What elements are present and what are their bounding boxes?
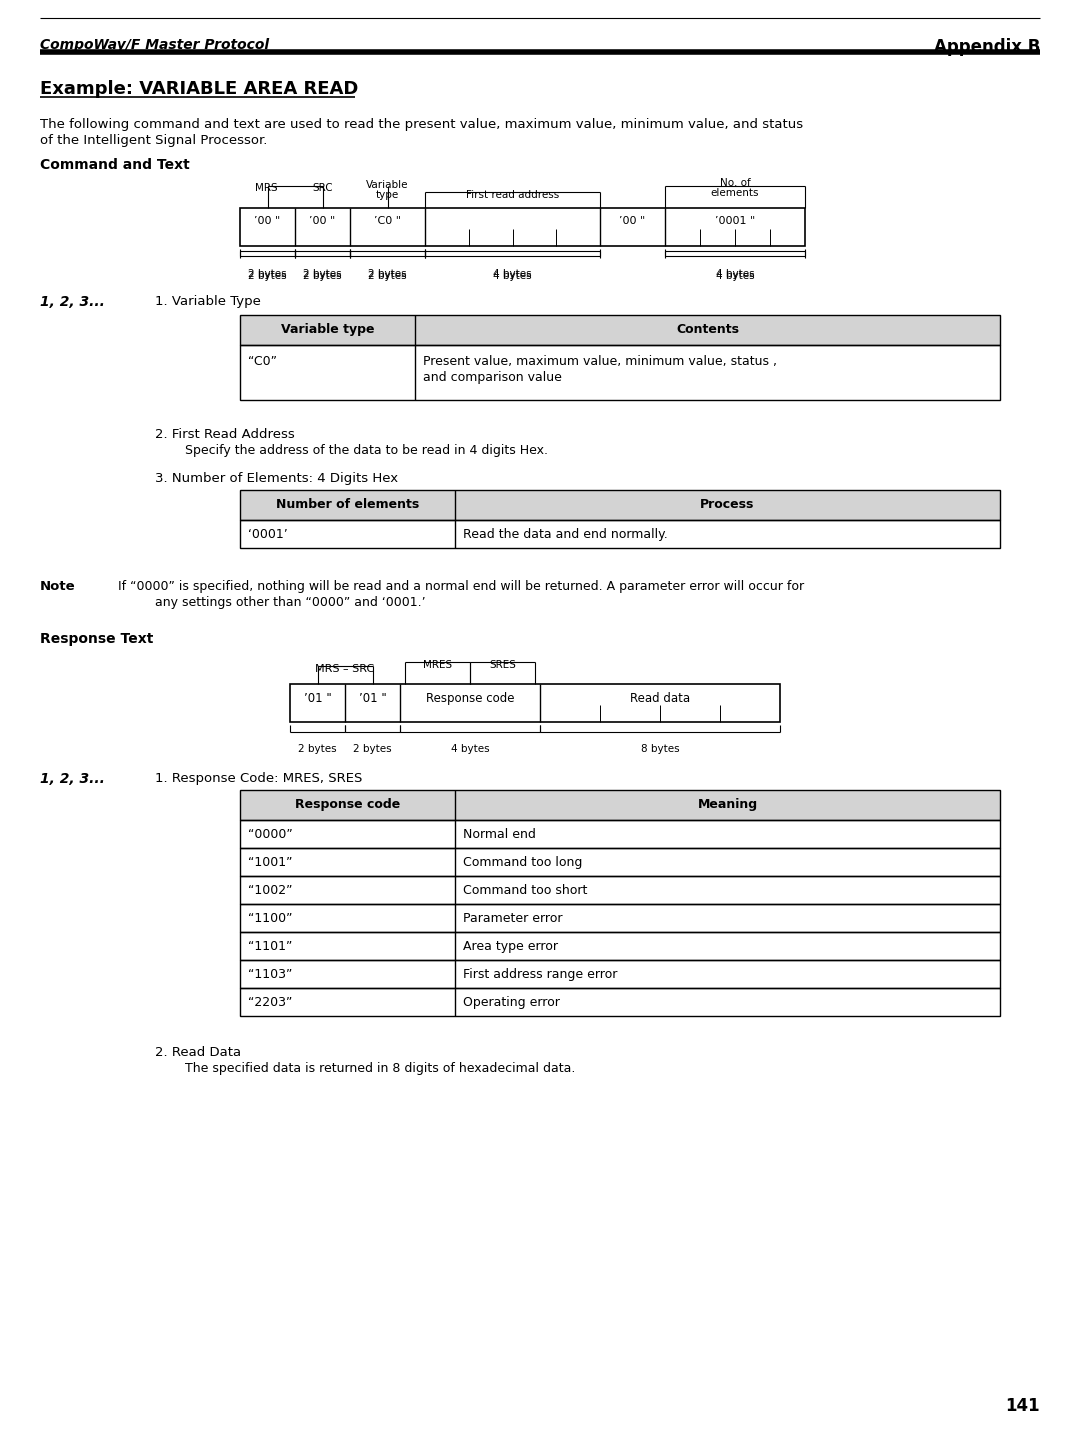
- Text: any settings other than “0000” and ‘0001.’: any settings other than “0000” and ‘0001…: [156, 596, 426, 608]
- Bar: [291, 684, 780, 722]
- Text: 8 bytes: 8 bytes: [640, 743, 679, 753]
- Bar: [240, 960, 1000, 989]
- Text: Parameter error: Parameter error: [463, 913, 563, 926]
- Text: First read address: First read address: [465, 189, 559, 199]
- Text: “C0”: “C0”: [248, 354, 276, 367]
- Text: 3. Number of Elements: 4 Digits Hex: 3. Number of Elements: 4 Digits Hex: [156, 472, 399, 485]
- Text: Read the data and end normally.: Read the data and end normally.: [463, 528, 667, 541]
- Bar: [240, 208, 805, 245]
- Text: Process: Process: [700, 498, 755, 511]
- Bar: [240, 989, 1000, 1016]
- Text: Meaning: Meaning: [698, 798, 757, 811]
- Text: Present value, maximum value, minimum value, status ,: Present value, maximum value, minimum va…: [423, 354, 777, 367]
- Text: 2 bytes: 2 bytes: [303, 268, 341, 278]
- Text: Command too short: Command too short: [463, 884, 588, 897]
- Text: 4 bytes: 4 bytes: [450, 743, 489, 753]
- Text: “0000”: “0000”: [248, 828, 293, 841]
- Bar: [240, 791, 1000, 819]
- Bar: [240, 519, 1000, 548]
- Text: “1002”: “1002”: [248, 884, 293, 897]
- Text: Contents: Contents: [676, 323, 739, 336]
- Text: Specify the address of the data to be read in 4 digits Hex.: Specify the address of the data to be re…: [185, 443, 548, 456]
- Text: MRES: MRES: [423, 660, 453, 670]
- Text: Command too long: Command too long: [463, 857, 582, 870]
- Text: MRS – SRC: MRS – SRC: [315, 664, 375, 674]
- Text: elements: elements: [711, 188, 759, 198]
- Text: SRES: SRES: [489, 660, 516, 670]
- Text: Variable type: Variable type: [281, 323, 375, 336]
- Text: Example: VARIABLE AREA READ: Example: VARIABLE AREA READ: [40, 80, 359, 98]
- Text: ’01 ": ’01 ": [359, 692, 387, 705]
- Text: Response Text: Response Text: [40, 631, 153, 646]
- Text: 4 bytes: 4 bytes: [716, 268, 754, 278]
- Text: ’01 ": ’01 ": [303, 692, 332, 705]
- Text: Normal end: Normal end: [463, 828, 536, 841]
- Text: ’00 ": ’00 ": [619, 217, 646, 225]
- Text: Read data: Read data: [630, 692, 690, 705]
- Text: 2 bytes: 2 bytes: [353, 743, 392, 753]
- Text: 2 bytes: 2 bytes: [368, 271, 407, 281]
- Text: 2 bytes: 2 bytes: [248, 268, 287, 278]
- Text: Operating error: Operating error: [463, 996, 559, 1009]
- Text: Number of elements: Number of elements: [275, 498, 419, 511]
- Text: Response code: Response code: [426, 692, 514, 705]
- Text: No. of: No. of: [719, 178, 751, 188]
- Text: Note: Note: [40, 580, 76, 593]
- Text: “2203”: “2203”: [248, 996, 293, 1009]
- Text: 2. Read Data: 2. Read Data: [156, 1046, 241, 1059]
- Bar: [240, 316, 1000, 344]
- Text: The following command and text are used to read the present value, maximum value: The following command and text are used …: [40, 118, 804, 131]
- Text: ‘0001’: ‘0001’: [248, 528, 287, 541]
- Text: 2 bytes: 2 bytes: [303, 271, 341, 281]
- Text: 141: 141: [1005, 1398, 1040, 1415]
- Text: 1. Response Code: MRES, SRES: 1. Response Code: MRES, SRES: [156, 772, 363, 785]
- Text: 4 bytes: 4 bytes: [716, 271, 754, 281]
- Text: First address range error: First address range error: [463, 969, 618, 982]
- Text: “1103”: “1103”: [248, 969, 293, 982]
- Text: 2 bytes: 2 bytes: [298, 743, 337, 753]
- Text: “1001”: “1001”: [248, 857, 293, 870]
- Bar: [240, 344, 1000, 400]
- Text: Appendix B: Appendix B: [933, 37, 1040, 56]
- Text: 4 bytes: 4 bytes: [494, 268, 531, 278]
- Text: 2 bytes: 2 bytes: [368, 268, 407, 278]
- Text: SRC: SRC: [312, 184, 333, 192]
- Bar: [240, 904, 1000, 931]
- Text: The specified data is returned in 8 digits of hexadecimal data.: The specified data is returned in 8 digi…: [185, 1062, 576, 1075]
- Bar: [240, 489, 1000, 519]
- Text: “1101”: “1101”: [248, 940, 293, 953]
- Text: ’00 ": ’00 ": [255, 217, 281, 225]
- Text: Variable: Variable: [366, 179, 408, 189]
- Text: ’00 ": ’00 ": [309, 217, 336, 225]
- Text: ’C0 ": ’C0 ": [374, 217, 401, 225]
- Text: Command and Text: Command and Text: [40, 158, 190, 172]
- Text: Response code: Response code: [295, 798, 400, 811]
- Bar: [240, 848, 1000, 875]
- Text: and comparison value: and comparison value: [423, 372, 562, 385]
- Text: 2. First Read Address: 2. First Read Address: [156, 428, 295, 441]
- Text: “1100”: “1100”: [248, 913, 293, 926]
- Text: of the Intelligent Signal Processor.: of the Intelligent Signal Processor.: [40, 133, 268, 146]
- Text: type: type: [376, 189, 400, 199]
- Text: ’0001 ": ’0001 ": [715, 217, 755, 225]
- Text: Area type error: Area type error: [463, 940, 558, 953]
- Text: If “0000” is specified, nothing will be read and a normal end will be returned. : If “0000” is specified, nothing will be …: [118, 580, 805, 593]
- Text: 1. Variable Type: 1. Variable Type: [156, 296, 261, 309]
- Text: 1, 2, 3...: 1, 2, 3...: [40, 296, 105, 309]
- Text: MRS: MRS: [256, 184, 279, 192]
- Bar: [240, 931, 1000, 960]
- Text: CompoWay/F Master Protocol: CompoWay/F Master Protocol: [40, 37, 269, 52]
- Text: 4 bytes: 4 bytes: [494, 271, 531, 281]
- Text: 1, 2, 3...: 1, 2, 3...: [40, 772, 105, 786]
- Bar: [240, 875, 1000, 904]
- Text: 2 bytes: 2 bytes: [248, 271, 287, 281]
- Bar: [240, 819, 1000, 848]
